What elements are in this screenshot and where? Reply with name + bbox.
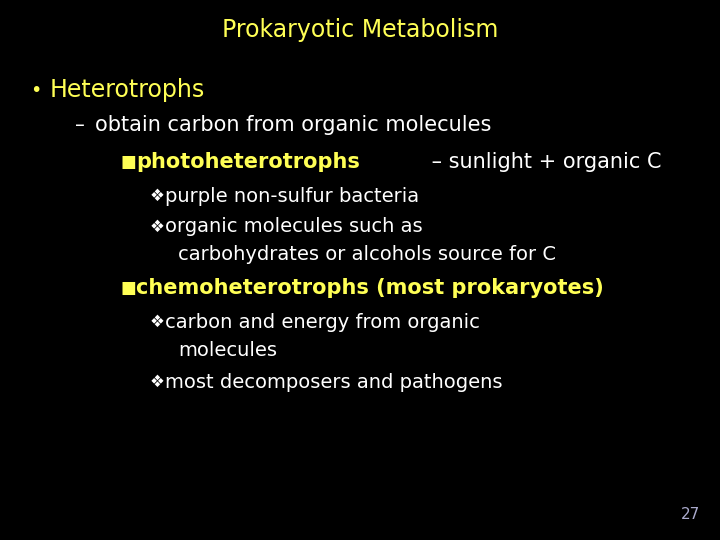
Text: carbon and energy from organic: carbon and energy from organic: [165, 313, 480, 332]
Text: ❖: ❖: [150, 218, 165, 236]
Text: ■: ■: [120, 279, 136, 297]
Text: organic molecules such as: organic molecules such as: [165, 218, 423, 237]
Text: ❖: ❖: [150, 187, 165, 205]
Text: Prokaryotic Metabolism: Prokaryotic Metabolism: [222, 18, 498, 42]
Text: carbohydrates or alcohols source for C: carbohydrates or alcohols source for C: [178, 246, 556, 265]
Text: molecules: molecules: [178, 341, 277, 360]
Text: ❖: ❖: [150, 313, 165, 331]
Text: ■: ■: [120, 153, 136, 171]
Text: chemoheterotrophs (most prokaryotes): chemoheterotrophs (most prokaryotes): [136, 278, 604, 298]
Text: Heterotrophs: Heterotrophs: [50, 78, 205, 102]
Text: 27: 27: [680, 507, 700, 522]
Text: photoheterotrophs: photoheterotrophs: [136, 152, 360, 172]
Text: ❖: ❖: [150, 373, 165, 391]
Text: –: –: [75, 116, 85, 134]
Text: purple non-sulfur bacteria: purple non-sulfur bacteria: [165, 186, 419, 206]
Text: – sunlight + organic C: – sunlight + organic C: [425, 152, 662, 172]
Text: most decomposers and pathogens: most decomposers and pathogens: [165, 373, 503, 392]
Text: obtain carbon from organic molecules: obtain carbon from organic molecules: [95, 115, 491, 135]
Text: •: •: [30, 80, 41, 99]
